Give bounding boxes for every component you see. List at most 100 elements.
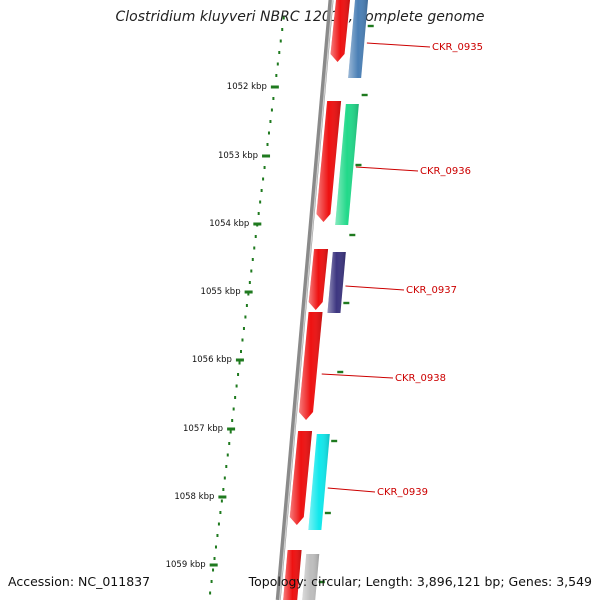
gc-dot <box>209 591 212 595</box>
scale-tick-label: 1054 kbp <box>209 219 249 229</box>
scale-tick <box>367 24 374 28</box>
gc-dot <box>229 430 232 434</box>
gc-dot <box>219 511 222 514</box>
gc-dot <box>223 476 226 480</box>
gc-dot <box>262 177 265 181</box>
gc-dot <box>253 246 256 250</box>
cds-feature-shade <box>289 431 313 525</box>
gc-dot <box>238 361 241 365</box>
gene-features: CKR_0935 CKR_0936 CKR_0937 CKR_0938 CKR_0939 <box>283 0 483 600</box>
cds-feature-shade <box>330 0 350 62</box>
scale-tick-label: 1052 kbp <box>227 82 267 92</box>
cds-feature-shade <box>299 312 323 420</box>
gc-dot <box>240 350 243 353</box>
gene-label: CKR_0939 <box>377 487 428 498</box>
scale-tick <box>270 85 279 89</box>
gc-dot <box>217 522 220 526</box>
scale-tick <box>361 93 368 97</box>
gene-label: CKR_0938 <box>395 373 446 384</box>
scale-tick <box>324 511 331 515</box>
gene-label: CKR_0936 <box>420 166 471 177</box>
gc-dot <box>232 407 235 411</box>
topology-label: Topology: circular; Length: 3,896,121 bp… <box>248 574 592 589</box>
gc-dot <box>251 258 254 261</box>
gc-dot <box>214 545 217 549</box>
scale-tick <box>355 163 362 167</box>
scale-tick <box>343 301 350 305</box>
scale-ticks: 1052 kbp 1053 kbp 1054 kbp 1055 kbp 1056 kbp… <box>166 24 374 584</box>
gc-dot <box>213 557 216 560</box>
gc-content-track <box>209 16 285 595</box>
scale-tick <box>209 563 218 567</box>
scale-tick-label: 1056 kbp <box>192 355 232 365</box>
gc-dot <box>244 315 247 319</box>
gc-dot <box>220 499 223 503</box>
genome-backbone <box>275 0 334 600</box>
scale-tick-label: 1055 kbp <box>201 287 241 297</box>
gc-dot <box>257 212 260 215</box>
gene-label-leader <box>355 166 419 172</box>
scale-tick-label: 1057 kbp <box>183 424 223 434</box>
gc-dot <box>245 304 248 307</box>
gene-block-shade <box>308 434 330 530</box>
gene-block-shade <box>302 554 320 600</box>
gene-label-leader <box>345 285 405 291</box>
gc-dot <box>241 338 244 342</box>
gc-dot <box>225 465 228 468</box>
gene-block-shade <box>327 252 346 313</box>
gc-dot <box>231 419 234 422</box>
gc-dot <box>228 442 231 445</box>
gc-dot <box>272 97 275 100</box>
gc-dot <box>276 62 279 66</box>
gc-dot <box>279 39 282 43</box>
gc-dot <box>216 534 219 537</box>
gc-dot <box>234 396 237 399</box>
scale-tick <box>337 370 344 374</box>
gc-dot <box>247 292 250 296</box>
gc-dot <box>242 327 245 330</box>
scale-tick-label: 1058 kbp <box>174 492 214 502</box>
gc-dot <box>267 131 270 135</box>
accession-label: Accession: NC_011837 <box>8 574 151 589</box>
gc-dot <box>275 74 278 77</box>
gc-dot <box>237 373 240 376</box>
gene-block-shade <box>335 104 359 225</box>
scale-tick <box>331 439 338 443</box>
cds-feature-shade <box>316 101 342 222</box>
gc-dot <box>212 568 215 572</box>
scale-tick <box>253 222 262 226</box>
gc-dot <box>235 384 238 388</box>
gc-dot <box>263 166 266 169</box>
gc-dot <box>266 143 269 146</box>
gene-label: CKR_0937 <box>406 285 457 296</box>
gc-dot <box>259 200 262 204</box>
gc-dot <box>260 189 263 192</box>
scale-tick <box>218 495 227 499</box>
scale-tick <box>349 233 356 237</box>
gc-dot <box>222 488 225 491</box>
gc-dot <box>269 120 272 123</box>
gc-dot <box>254 235 257 238</box>
gene-label-leader <box>321 373 394 379</box>
gc-dot <box>248 281 251 284</box>
gc-dot <box>250 269 253 273</box>
cds-feature-shade <box>308 249 329 310</box>
scale-tick <box>318 580 325 584</box>
scale-tick <box>235 358 244 362</box>
gc-dot <box>210 580 213 583</box>
gene-block-shade <box>348 0 368 78</box>
scale-tick <box>262 154 271 158</box>
scale-tick-label: 1053 kbp <box>218 151 258 161</box>
map-title: Clostridium kluyveri NBRC 12016, complet… <box>115 9 485 25</box>
gene-label-leader <box>327 487 376 493</box>
scale-tick <box>227 427 236 431</box>
scale-tick-label: 1059 kbp <box>166 560 206 570</box>
gc-dot <box>270 108 273 112</box>
cds-feature-shade <box>283 550 302 600</box>
gc-dot <box>282 16 285 20</box>
gc-dot <box>226 453 229 457</box>
gc-dot <box>278 51 281 54</box>
gene-label-leader <box>366 42 431 48</box>
gene-label: CKR_0935 <box>432 42 483 53</box>
